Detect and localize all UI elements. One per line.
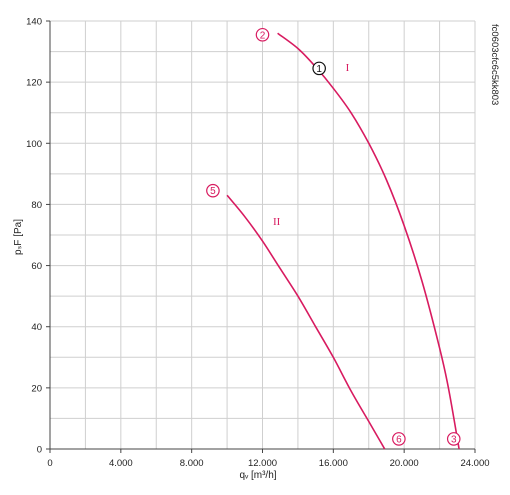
y-axis-label: pₛF [Pa] — [13, 219, 24, 255]
y-tick-label: 100 — [26, 139, 42, 150]
x-tick-label: 0 — [47, 458, 52, 469]
y-tick-label: 0 — [37, 445, 42, 456]
marker-label-5: 5 — [210, 186, 216, 197]
series-line-II — [226, 194, 386, 450]
marker-label-6: 6 — [396, 434, 402, 445]
marker-circle-1 — [312, 61, 326, 76]
x-tick-label: 8.000 — [180, 458, 204, 469]
x-tick-label: 12.000 — [248, 458, 277, 469]
marker-label-3: 3 — [451, 434, 457, 445]
marker-circle-6 — [392, 432, 406, 446]
y-tick-label: 60 — [31, 261, 42, 272]
curve-label-I: I — [346, 62, 350, 74]
marker-circle-5 — [206, 183, 220, 198]
x-tick-label: 16.000 — [319, 458, 348, 469]
y-tick-label: 20 — [31, 383, 42, 394]
drawing-code-label: fc0603cfc6c5kk803 — [489, 24, 500, 105]
y-tick-label: 120 — [26, 78, 42, 89]
y-tick-label: 40 — [31, 322, 42, 333]
x-axis-label: qᵥ [m³/h] — [239, 470, 276, 481]
x-tick-label: 4.000 — [109, 458, 133, 469]
y-tick-labels: 0 20 40 60 80 100 120 140 — [26, 17, 50, 456]
marker-circle-3 — [446, 432, 461, 446]
marker-label-1: 1 — [316, 64, 322, 75]
y-tick-label: 80 — [31, 200, 42, 211]
x-tick-label: 20.000 — [390, 458, 419, 469]
x-tick-labels: 0 4.000 8.000 12.000 16.000 20.000 24.000 — [47, 449, 490, 469]
curve-label-II: II — [273, 216, 281, 228]
y-tick-label: 140 — [26, 17, 42, 28]
x-tick-label: 24.000 — [460, 458, 489, 469]
marker-circle-2 — [255, 27, 270, 42]
marker-label-2: 2 — [260, 30, 266, 41]
